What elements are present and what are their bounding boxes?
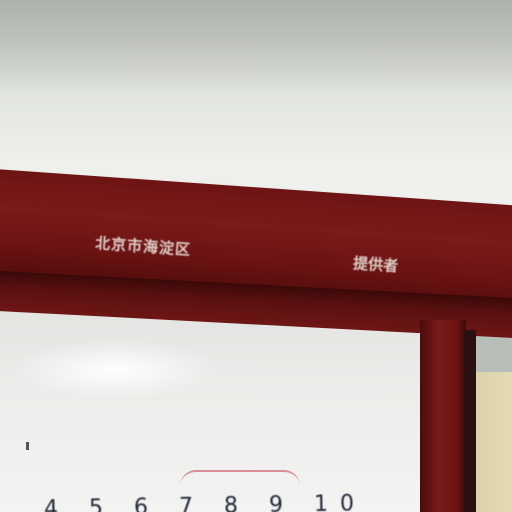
- whiteboard-glare: [10, 340, 220, 400]
- wooden-frame-post: [420, 320, 466, 512]
- post-shadow: [464, 330, 476, 512]
- red-marker-stroke: [180, 470, 300, 486]
- ceiling-shadow: [0, 0, 512, 90]
- beam-label-right: 提供者: [352, 253, 399, 276]
- marker-dot: [26, 442, 29, 450]
